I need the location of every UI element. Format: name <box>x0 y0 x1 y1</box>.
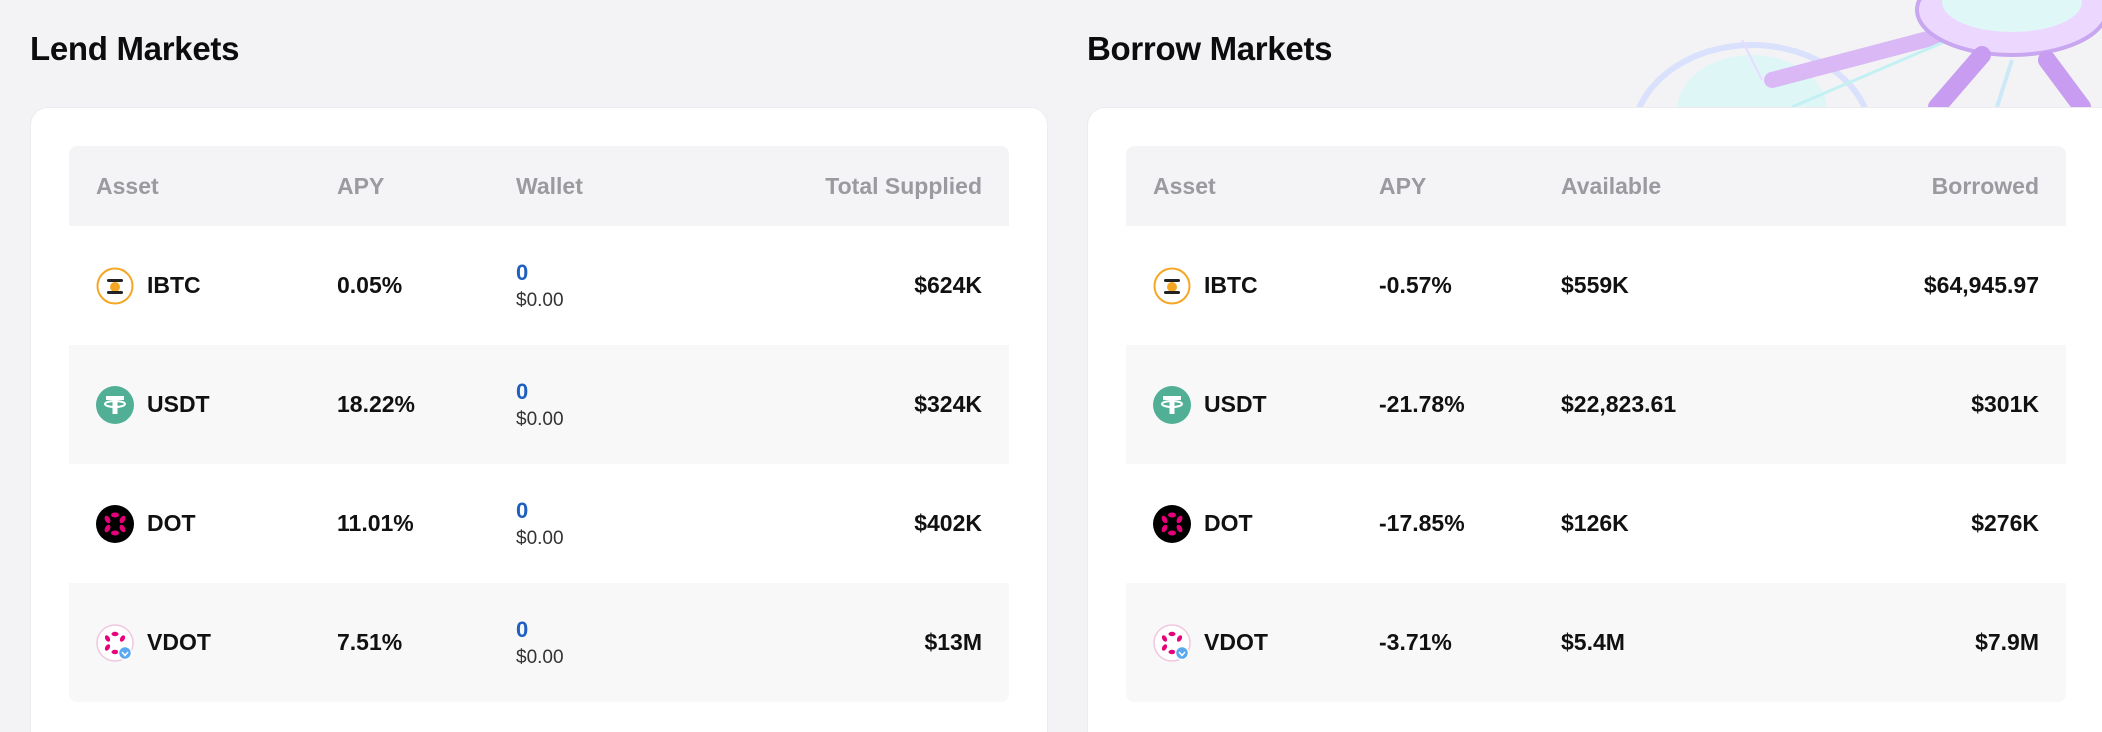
wallet-usd: $0.00 <box>516 289 564 311</box>
lend-markets-title: Lend Markets <box>30 30 240 67</box>
table-row[interactable]: IBTC -0.57% $559K $64,945.97 <box>1126 226 2066 345</box>
table-header: Asset APY Available Borrowed <box>1126 146 2066 226</box>
lend-markets-table: Asset APY Wallet Total Supplied IBTC 0.0… <box>69 146 1009 702</box>
column-header-borrowed[interactable]: Borrowed <box>1931 172 2039 199</box>
borrow-markets-card: Asset APY Available Borrowed IBTC -0.57%… <box>1087 107 2102 732</box>
apy-value: -3.71% <box>1379 629 1452 655</box>
total-supplied-value: $402K <box>914 510 982 536</box>
apy-value: 18.22% <box>337 391 416 417</box>
apy-value: 7.51% <box>337 629 403 655</box>
available-value: $22,823.61 <box>1561 391 1677 417</box>
asset-symbol: IBTC <box>1204 272 1258 298</box>
table-row[interactable]: VDOT 7.51% 0 $0.00 $13M <box>69 583 1009 702</box>
borrowed-value: $276K <box>1971 510 2039 536</box>
borrowed-value: $64,945.97 <box>1923 272 2039 298</box>
borrowed-value: $301K <box>1971 391 2039 417</box>
asset-symbol: VDOT <box>147 629 211 655</box>
column-header-total-supplied[interactable]: Total Supplied <box>825 172 982 199</box>
apy-value: -0.57% <box>1379 272 1452 298</box>
table-row[interactable]: USDT -21.78% $22,823.61 $301K <box>1126 345 2066 464</box>
table-row[interactable]: DOT 11.01% 0 $0.00 $402K <box>69 464 1009 583</box>
wallet-cell: 0 $0.00 <box>516 617 682 669</box>
column-header-asset[interactable]: Asset <box>96 172 159 199</box>
ibtc-icon <box>1153 267 1191 305</box>
apy-value: -17.85% <box>1379 510 1465 536</box>
borrow-markets-title: Borrow Markets <box>1087 30 1333 67</box>
wallet-amount[interactable]: 0 <box>516 259 529 285</box>
wallet-usd: $0.00 <box>516 408 564 430</box>
asset-cell: IBTC <box>1153 267 1379 305</box>
wallet-cell: 0 $0.00 <box>516 498 682 550</box>
total-supplied-value: $624K <box>914 272 982 298</box>
asset-cell: VDOT <box>96 623 337 662</box>
asset-symbol: DOT <box>1204 510 1253 536</box>
dot-icon <box>96 504 134 543</box>
asset-cell: VDOT <box>1153 623 1379 662</box>
total-supplied-value: $324K <box>914 391 982 417</box>
wallet-usd: $0.00 <box>516 646 564 668</box>
vdot-icon <box>96 623 134 662</box>
asset-cell: DOT <box>96 504 337 543</box>
table-row[interactable]: DOT -17.85% $126K $276K <box>1126 464 2066 583</box>
borrowed-value: $7.9M <box>1975 629 2039 655</box>
asset-symbol: IBTC <box>147 272 201 298</box>
asset-cell: IBTC <box>96 267 337 305</box>
apy-value: -21.78% <box>1379 391 1465 417</box>
vdot-icon <box>1153 623 1191 662</box>
ibtc-icon <box>96 267 134 305</box>
table-row[interactable]: IBTC 0.05% 0 $0.00 $624K <box>69 226 1009 345</box>
column-header-available[interactable]: Available <box>1561 172 1662 199</box>
asset-symbol: DOT <box>147 510 196 536</box>
column-header-apy[interactable]: APY <box>337 172 385 199</box>
total-supplied-value: $13M <box>924 629 982 655</box>
column-header-apy[interactable]: APY <box>1379 172 1427 199</box>
wallet-amount[interactable]: 0 <box>516 378 529 404</box>
asset-cell: DOT <box>1153 504 1379 543</box>
column-header-asset[interactable]: Asset <box>1153 172 1216 199</box>
dot-icon <box>1153 504 1191 543</box>
wallet-amount[interactable]: 0 <box>516 497 529 523</box>
wallet-amount[interactable]: 0 <box>516 616 529 642</box>
column-header-wallet[interactable]: Wallet <box>516 172 583 199</box>
usdt-icon <box>1153 385 1191 424</box>
table-row[interactable]: USDT 18.22% 0 $0.00 $324K <box>69 345 1009 464</box>
available-value: $559K <box>1561 272 1629 298</box>
wallet-cell: 0 $0.00 <box>516 379 682 431</box>
usdt-icon <box>96 385 134 424</box>
asset-symbol: USDT <box>147 391 210 417</box>
available-value: $5.4M <box>1561 629 1625 655</box>
borrow-markets-table: Asset APY Available Borrowed IBTC -0.57%… <box>1126 146 2066 702</box>
apy-value: 0.05% <box>337 272 403 298</box>
apy-value: 11.01% <box>337 510 414 536</box>
lend-markets-card: Asset APY Wallet Total Supplied IBTC 0.0… <box>30 107 1048 732</box>
wallet-usd: $0.00 <box>516 527 564 549</box>
asset-symbol: USDT <box>1204 391 1267 417</box>
available-value: $126K <box>1561 510 1629 536</box>
table-row[interactable]: VDOT -3.71% $5.4M $7.9M <box>1126 583 2066 702</box>
asset-cell: USDT <box>96 385 337 424</box>
wallet-cell: 0 $0.00 <box>516 260 682 312</box>
decorative-illustration <box>1636 0 2102 107</box>
table-header: Asset APY Wallet Total Supplied <box>69 146 1009 226</box>
asset-cell: USDT <box>1153 385 1379 424</box>
asset-symbol: VDOT <box>1204 629 1268 655</box>
